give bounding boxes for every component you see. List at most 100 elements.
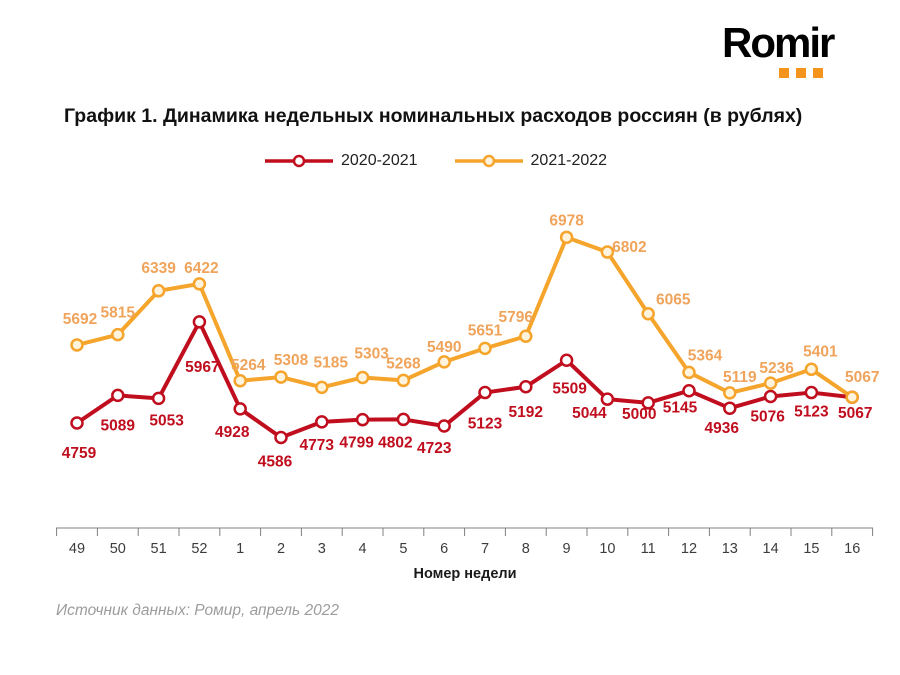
data-point-2020-2021-week-13	[723, 401, 737, 415]
data-point-2020-2021-week-8	[519, 380, 533, 394]
data-point-2020-2021-week-14	[763, 389, 778, 404]
data-point-2021-2022-week-14	[763, 376, 778, 390]
data-point-label: 5185	[314, 354, 349, 371]
data-point-label: 5123	[468, 416, 503, 433]
data-point-label: 5268	[386, 355, 421, 372]
data-point-2021-2022-week-1	[233, 374, 247, 388]
x-tick-label: 1	[236, 541, 244, 557]
data-point-2020-2021-week-50	[111, 388, 125, 403]
data-point-label: 6978	[549, 212, 584, 229]
data-point-label: 6802	[612, 239, 646, 256]
x-tick-label: 10	[599, 541, 615, 557]
data-point-2021-2022-week-51	[151, 284, 166, 298]
legend-label: 2020-2021	[341, 152, 418, 169]
data-point-label: 6065	[656, 292, 691, 309]
series-line-2021-2022	[76, 235, 854, 399]
data-point-label: 5076	[750, 408, 785, 425]
data-point-2021-2022-week-12	[682, 365, 696, 380]
data-point-2021-2022-week-8	[519, 329, 533, 343]
legend-item-2021-2022: 2021-2022	[454, 152, 608, 170]
data-point-label: 4773	[300, 437, 335, 454]
data-point-2020-2021-week-15	[804, 385, 819, 400]
data-point-label: 5067	[845, 369, 879, 386]
data-point-2020-2021-week-11	[641, 396, 655, 410]
data-point-label: 5264	[231, 357, 266, 374]
data-point-2020-2021-week-6	[437, 419, 451, 433]
data-point-label: 5053	[149, 412, 184, 429]
x-tick-label: 13	[722, 541, 738, 557]
data-point-2021-2022-week-4	[355, 370, 370, 385]
data-point-label: 5490	[427, 339, 461, 356]
romir-logo: Romir	[722, 22, 847, 78]
data-point-label: 5967	[185, 359, 219, 376]
data-point-2020-2021-week-3	[315, 415, 329, 429]
logo-dot	[813, 68, 823, 78]
data-point-label: 5145	[663, 400, 698, 417]
data-point-label: 5651	[468, 322, 503, 339]
x-tick-label: 3	[318, 541, 326, 557]
data-point-2021-2022-week-5	[396, 373, 411, 388]
data-point-label: 4723	[417, 440, 452, 457]
data-point-label: 5089	[101, 417, 136, 434]
data-point-label: 5692	[63, 311, 97, 328]
data-point-label: 5815	[101, 305, 136, 322]
data-point-2020-2021-week-51	[151, 391, 166, 406]
x-tick-label: 5	[399, 541, 407, 557]
data-point-2020-2021-week-52	[192, 315, 207, 329]
x-tick-label: 16	[844, 541, 860, 557]
data-point-label: 6339	[141, 260, 176, 277]
x-tick-label: 51	[151, 541, 167, 557]
data-point-2021-2022-week-52	[192, 277, 207, 291]
data-point-2021-2022-week-13	[723, 386, 737, 400]
data-point-label: 5509	[552, 380, 587, 397]
data-point-label: 4586	[258, 453, 293, 470]
x-tick-label: 9	[563, 541, 571, 557]
data-point-label: 5796	[499, 309, 534, 326]
data-point-2020-2021-week-12	[682, 383, 696, 398]
data-point-label: 5303	[354, 345, 389, 362]
x-tick-label: 6	[440, 541, 448, 557]
data-point-label: 5119	[723, 369, 757, 386]
data-point-2021-2022-week-16	[845, 390, 859, 404]
data-point-2020-2021-week-1	[233, 402, 247, 416]
data-point-2020-2021-week-9	[559, 353, 574, 368]
chart-title: График 1. Динамика недельных номинальных…	[64, 105, 803, 127]
legend-line-marker-icon	[454, 154, 523, 168]
x-tick-label: 4	[359, 541, 367, 557]
logo-text: Romir	[722, 19, 835, 66]
source-note: Источник данных: Ромир, апрель 2022	[56, 602, 339, 619]
data-point-label: 5000	[622, 406, 656, 423]
data-point-2021-2022-week-10	[600, 245, 615, 259]
data-point-2021-2022-week-2	[274, 370, 288, 384]
data-point-label: 5308	[274, 352, 309, 369]
data-point-2020-2021-week-49	[70, 416, 84, 430]
logo-dot	[779, 68, 789, 78]
data-point-label: 4799	[339, 435, 374, 452]
data-point-label: 4928	[215, 424, 250, 441]
data-point-2021-2022-week-49	[70, 338, 84, 352]
data-point-label: 5044	[572, 405, 607, 422]
data-point-2020-2021-week-7	[478, 385, 492, 400]
logo-dot	[796, 68, 806, 78]
data-point-label: 5236	[759, 360, 794, 377]
data-point-label: 5364	[688, 347, 723, 364]
data-point-2021-2022-week-11	[641, 306, 655, 321]
data-point-label: 5192	[509, 404, 543, 421]
data-point-label: 5067	[838, 405, 872, 422]
data-point-label: 4759	[62, 445, 97, 462]
x-tick-label: 15	[803, 541, 819, 557]
data-point-2020-2021-week-10	[600, 392, 615, 406]
series-line-2020-2021	[75, 319, 853, 440]
legend-label: 2021-2022	[530, 152, 608, 169]
data-point-2020-2021-week-4	[355, 412, 370, 427]
data-point-label: 6422	[184, 260, 218, 277]
x-tick-label: 14	[763, 541, 779, 557]
data-point-2021-2022-week-15	[804, 362, 819, 377]
chart-legend: 2020-2021 2021-2022	[265, 152, 607, 170]
legend-item-2020-2021: 2020-2021	[265, 152, 418, 170]
x-tick-label: 52	[191, 541, 207, 557]
x-axis-title: Номер недели	[413, 566, 517, 582]
data-point-2021-2022-week-7	[478, 341, 492, 356]
